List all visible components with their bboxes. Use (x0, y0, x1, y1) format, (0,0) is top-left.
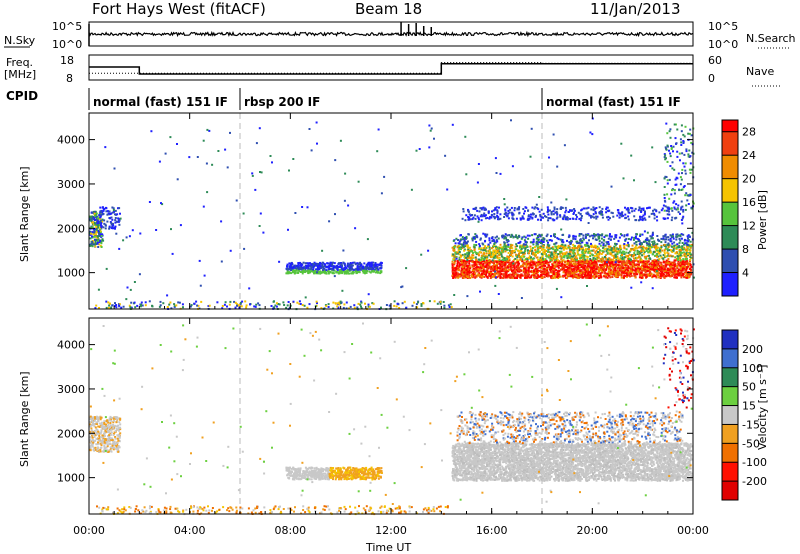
nave-tick-low: 0 (708, 72, 715, 85)
power-colorbar-tick: 16 (742, 196, 756, 209)
x-tick-label: 20:00 (576, 524, 608, 537)
cpid-row: normal (fast) 151 IF rbsp 200 IF normal (f… (88, 88, 681, 110)
x-tick-label: 12:00 (375, 524, 407, 537)
velocity-colorbar-swatch (722, 443, 738, 463)
nsearch-tick-low: 10^0 (708, 38, 738, 51)
nsky-tick-high: 10^5 (52, 20, 82, 33)
velocity-colorbar-swatch (722, 481, 738, 500)
freq-tick-high: 18 (60, 54, 74, 67)
nsearch-label: N.Search (746, 32, 796, 45)
velocity-colorbar-label: Velocity [m s⁻¹] (756, 365, 769, 450)
velocity-y-tick: 1000 (57, 472, 85, 485)
power-colorbar-swatch (722, 249, 738, 273)
power-colorbar-tick: 8 (742, 243, 749, 256)
nsky-label: N.Sky (4, 34, 36, 47)
noise-trace (88, 22, 694, 46)
power-colorbar-tick: 20 (742, 173, 756, 186)
cpid-label: CPID (6, 89, 38, 103)
nave-line (89, 62, 693, 74)
power-colorbar-label: Power [dB] (756, 190, 769, 250)
velocity-colorbar-swatch (722, 424, 738, 444)
freq-line (89, 63, 693, 75)
power-ylabel: Slant Range [km] (18, 166, 31, 262)
freq-label-line2: [MHz] (4, 68, 36, 81)
velocity-colorbar-swatch (722, 348, 738, 368)
velocity-colorbar-tick: -200 (742, 475, 767, 488)
nsearch-tick-high: 10^5 (708, 20, 738, 33)
power-y-tick: 2000 (57, 222, 85, 235)
velocity-colorbar-swatch (722, 462, 738, 482)
station-title: Fort Hays West (fitACF) (92, 0, 266, 18)
power-colorbar-tick: 12 (742, 220, 756, 233)
power-colorbar-swatch (722, 202, 738, 226)
velocity-colorbar-swatch (722, 367, 738, 387)
velocity-colorbar-tick: 100 (742, 362, 763, 375)
time-axis-label: Time UT (365, 541, 411, 554)
velocity-y-tick: 3000 (57, 383, 85, 396)
power-colorbar-swatch (722, 272, 738, 296)
x-tick-label: 00:00 (73, 524, 105, 537)
power-colorbar-swatch (722, 155, 738, 179)
power-colorbar-swatch (722, 131, 738, 156)
power-y-tick: 1000 (57, 267, 85, 280)
beam-title: Beam 18 (355, 0, 422, 18)
x-tick-label: 04:00 (174, 524, 206, 537)
x-tick-label: 16:00 (476, 524, 508, 537)
nave-label: Nave (746, 65, 774, 78)
velocity-colorbar-tick: 15 (742, 400, 756, 413)
nave-tick-high: 60 (708, 54, 722, 67)
velocity-colorbar-swatch (722, 405, 738, 425)
power-colorbar-swatch (722, 225, 738, 250)
power-colorbar-swatch (722, 120, 738, 132)
x-tick-label: 00:00 (677, 524, 709, 537)
velocity-y-tick: 4000 (57, 339, 85, 352)
x-tick-label: 08:00 (274, 524, 306, 537)
freq-panel (88, 54, 694, 81)
power-y-tick: 3000 (57, 178, 85, 191)
velocity-colorbar-tick: -100 (742, 456, 767, 469)
cpid-mode-label: normal (fast) 151 IF (93, 95, 228, 109)
power-y-tick: 4000 (57, 134, 85, 147)
velocity-colorbar-tick: 50 (742, 381, 756, 394)
velocity-colorbar-tick: 200 (742, 343, 763, 356)
power-colorbar-tick: 4 (742, 267, 749, 280)
power-colorbar-swatch (722, 178, 738, 203)
velocity-colorbar-swatch (722, 330, 738, 349)
power-colorbar-tick: 28 (742, 126, 756, 139)
velocity-colorbar-swatch (722, 386, 738, 406)
velocity-colorbar-tick: -50 (742, 437, 760, 450)
freq-label-line1: Freq. (6, 56, 33, 69)
nsky-tick-low: 10^0 (52, 38, 82, 51)
velocity-y-tick: 2000 (57, 427, 85, 440)
velocity-ylabel: Slant Range [km] (18, 371, 31, 467)
velocity-panel (88, 317, 695, 516)
date-title: 11/Jan/2013 (590, 0, 681, 18)
freq-tick-low: 8 (66, 72, 73, 85)
power-panel (88, 112, 695, 311)
cpid-mode-label: rbsp 200 IF (244, 95, 320, 109)
velocity-colorbar-tick: -15 (742, 418, 760, 431)
cpid-mode-label: normal (fast) 151 IF (546, 95, 681, 109)
power-colorbar-tick: 24 (742, 149, 756, 162)
